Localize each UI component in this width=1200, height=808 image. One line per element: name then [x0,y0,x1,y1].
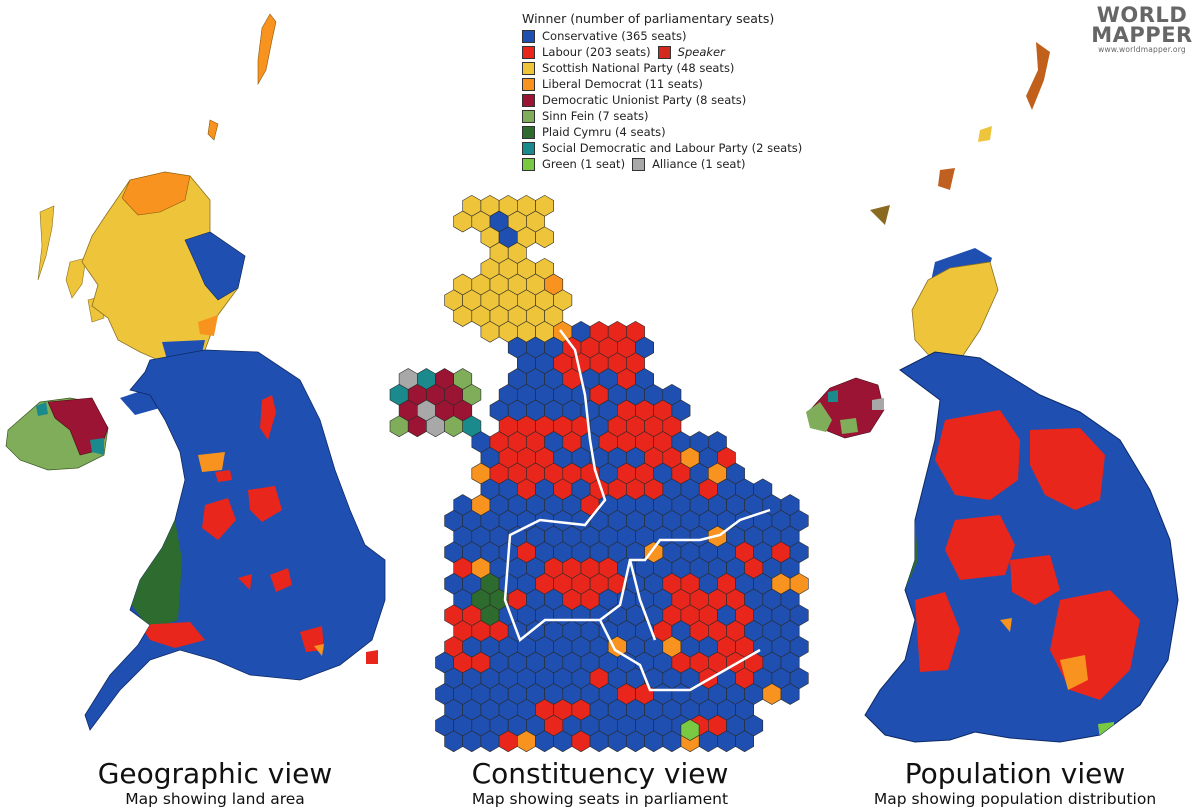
constituency-view-title: Constituency view [471,757,729,790]
legend-item-dup: Democratic Unionist Party (8 seats) [522,92,802,108]
libdem-swatch [522,77,535,91]
sinn-fein-swatch [522,109,535,123]
speaker-swatch [657,45,671,59]
constituency-hex [735,730,755,753]
alliance-swatch [632,157,646,171]
population-cartogram [806,42,1179,743]
legend-item-labour: Labour (203 seats) Speaker [522,44,802,60]
constituency-view-subtitle: Map showing seats in parliament [471,790,729,808]
legend: Winner (number of parliamentary seats) C… [522,11,802,172]
geographic-map [5,13,386,731]
legend-item-sinn-fein: Sinn Fein (7 seats) [522,108,802,124]
snp-swatch [522,61,535,75]
legend-label-alliance: Alliance (1 seat) [652,157,746,171]
population-view-title: Population view [904,757,1126,790]
logo-line-world: WORLD [1096,3,1188,27]
logo-line-mapper: MAPPER [1091,23,1193,47]
legend-item-snp: Scottish National Party (48 seats) [522,60,802,76]
population-caption: Population view Map showing population d… [840,758,1190,808]
legend-title: Winner (number of parliamentary seats) [522,11,775,26]
legend-label: Democratic Unionist Party (8 seats) [542,93,747,107]
legend-item-libdem: Liberal Democrat (11 seats) [522,76,802,92]
legend-label: Conservative (365 seats) [542,29,687,43]
legend-label: Social Democratic and Labour Party (2 se… [542,141,803,155]
constituency-hex [780,683,800,705]
geographic-view-subtitle: Map showing land area [125,790,305,808]
green-swatch [522,157,535,171]
worldmapper-logo: WORLD MAPPER www.worldmapper.org [1088,3,1196,55]
legend-label: Labour (203 seats) [542,45,651,59]
legend-item-plaid-cymru: Plaid Cymru (4 seats) [522,124,802,140]
legend-item-conservative: Conservative (365 seats) [522,28,802,44]
legend-item-green: Green (1 seat) Alliance (1 seat) [522,156,802,172]
legend-label: Green (1 seat) [542,157,626,171]
constituency-hex-map [389,194,809,753]
geographic-caption: Geographic view Map showing land area [40,758,390,808]
legend-label: Scottish National Party (48 seats) [542,61,735,75]
sdlp-swatch [522,141,535,155]
constituency-hex [535,226,555,249]
plaid-cymru-swatch [522,125,535,139]
geographic-view-title: Geographic view [97,757,333,790]
legend-label: Plaid Cymru (4 seats) [542,125,666,139]
legend-label: Sinn Fein (7 seats) [542,109,649,123]
legend-label: Liberal Democrat (11 seats) [542,77,703,91]
labour-swatch [522,45,535,59]
conservative-swatch [522,29,535,43]
region-boundaries [503,329,771,692]
logo-url: www.worldmapper.org [1098,45,1186,54]
constituency-caption: Constituency view Map showing seats in p… [415,758,785,808]
constituency-hex-green [680,719,700,741]
population-view-subtitle: Map showing population distribution [873,790,1157,808]
dup-swatch [522,93,535,107]
legend-item-sdlp: Social Democratic and Labour Party (2 se… [522,140,802,156]
legend-label-speaker: Speaker [677,45,725,59]
